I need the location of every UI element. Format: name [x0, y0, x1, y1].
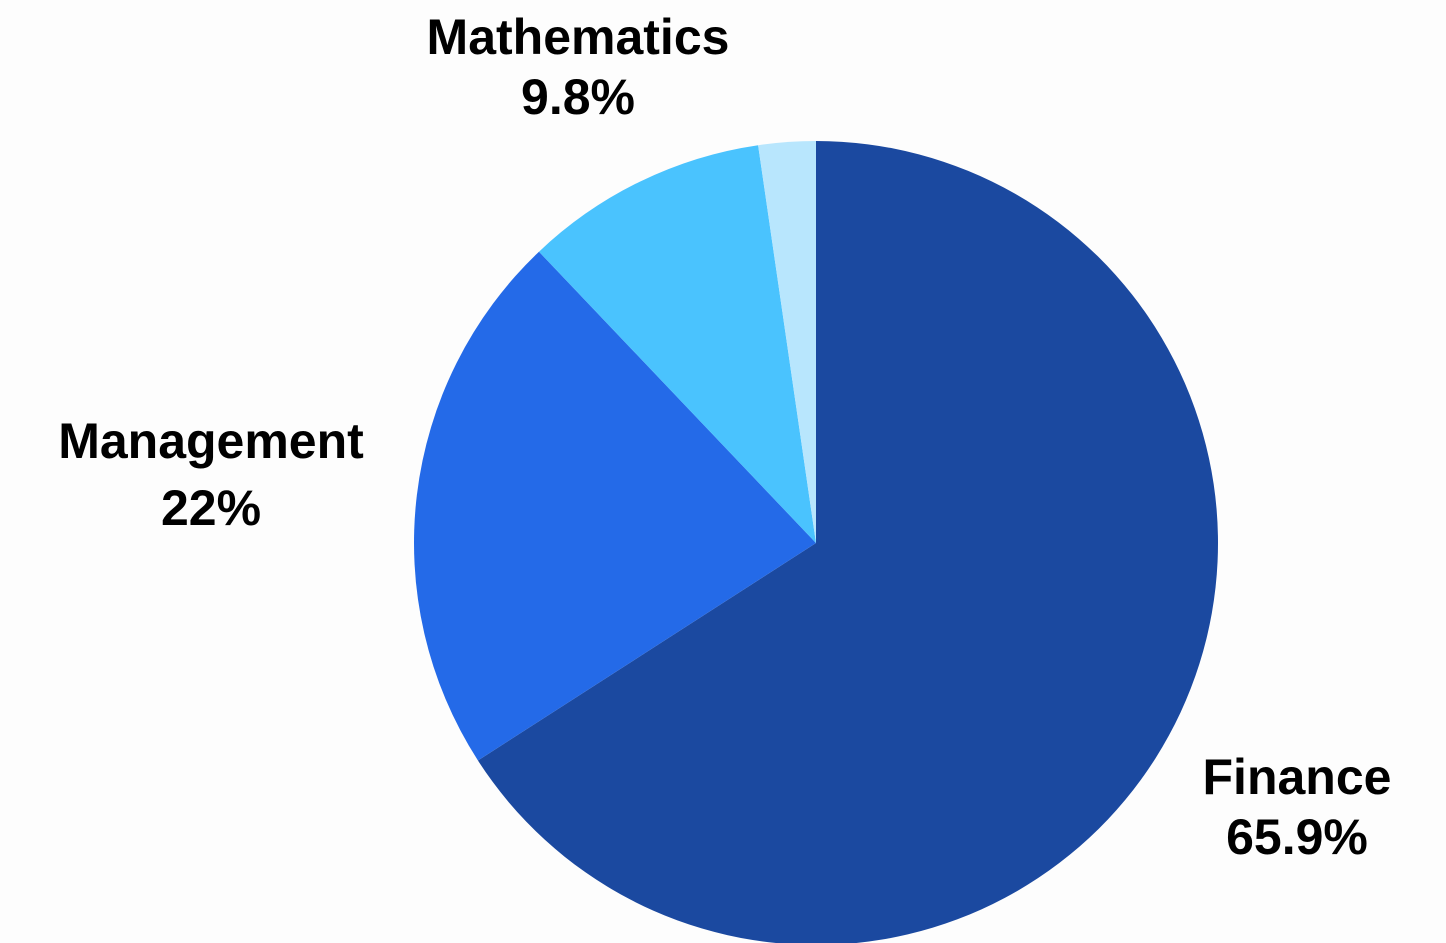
- slice-name-mathematics: Mathematics: [427, 9, 730, 65]
- slice-value-mathematics: 9.8%: [521, 69, 635, 125]
- slice-percent-mathematics: 9.8%: [521, 69, 635, 125]
- slice-value-management: 22%: [161, 480, 261, 536]
- slice-name-finance: Finance: [1203, 749, 1392, 805]
- slice-label-finance: Finance: [1203, 749, 1392, 805]
- slice-name-management: Management: [58, 413, 364, 469]
- slice-percent-finance: 65.9%: [1226, 809, 1368, 865]
- slice-label-management: Management: [58, 413, 364, 469]
- slice-value-finance: 65.9%: [1226, 809, 1368, 865]
- slice-percent-management: 22%: [161, 480, 261, 536]
- slice-label-mathematics: Mathematics: [427, 9, 730, 65]
- pie-slices: [414, 141, 1218, 943]
